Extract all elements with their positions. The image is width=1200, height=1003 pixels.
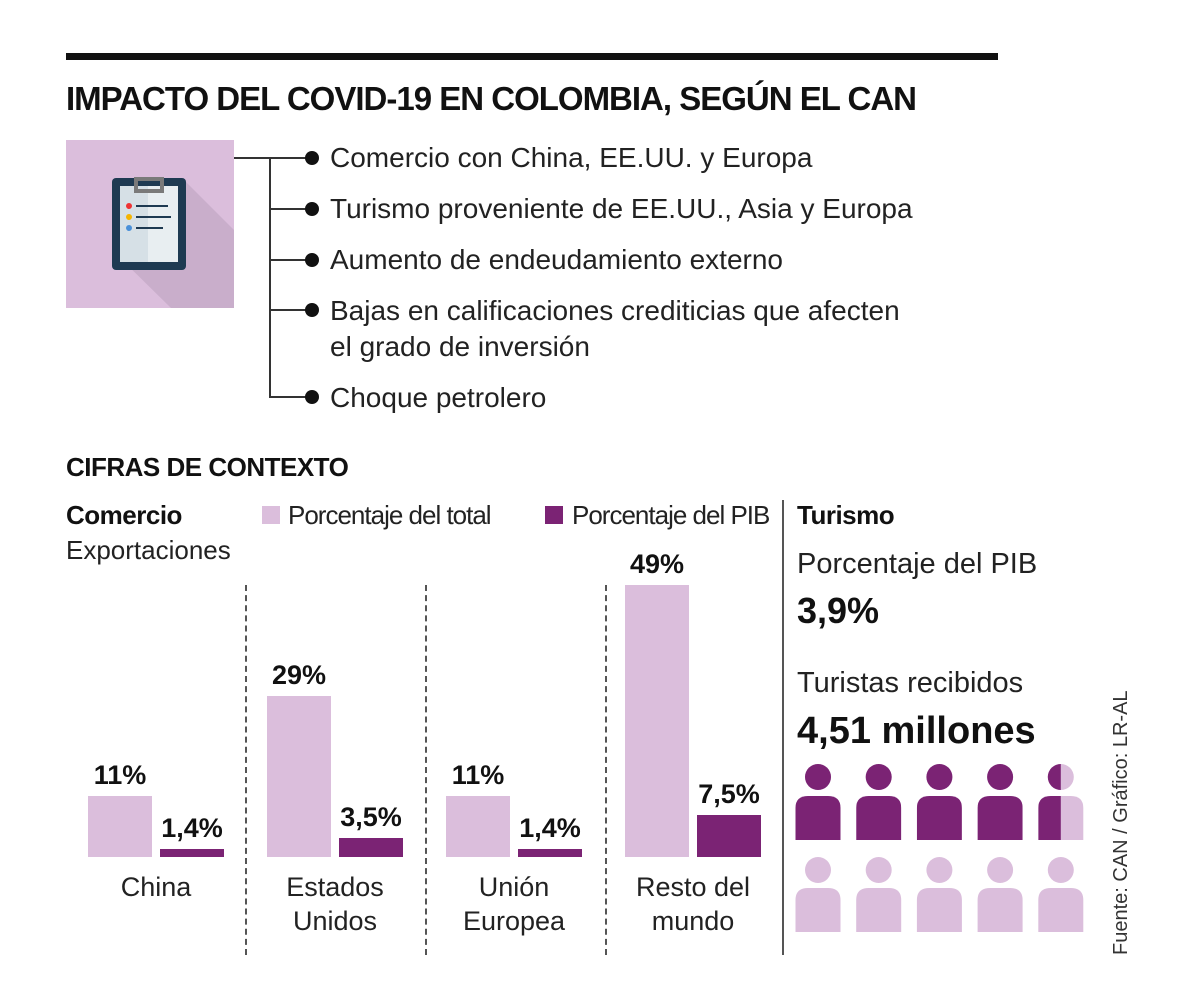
legend-label-pib: Porcentaje del PIB bbox=[572, 500, 770, 530]
person-icon bbox=[977, 764, 1023, 840]
category-label-line: mundo bbox=[651, 906, 735, 936]
connector-branch bbox=[270, 259, 312, 261]
impact-item: Bajas en calificaciones crediticias que … bbox=[330, 295, 900, 326]
top-rule bbox=[66, 53, 998, 60]
tourists-label: Turistas recibidos bbox=[797, 667, 1024, 699]
category-label: Unión Europea bbox=[429, 870, 599, 938]
divider bbox=[425, 585, 427, 955]
person-icon bbox=[977, 857, 1023, 932]
bar-total bbox=[88, 795, 152, 857]
divider bbox=[605, 585, 607, 955]
bar-pib bbox=[160, 849, 224, 857]
legend-swatch-pib bbox=[545, 506, 563, 524]
bar-pib bbox=[697, 815, 761, 857]
person-icon bbox=[856, 764, 902, 840]
data-label: 1,4% bbox=[161, 813, 223, 844]
legend-label-total: Porcentaje del total bbox=[288, 500, 492, 530]
bar-total bbox=[267, 696, 331, 857]
tourists-value: 4,51 millones bbox=[797, 710, 1036, 752]
person-icon bbox=[795, 764, 841, 840]
connector-line bbox=[234, 157, 270, 159]
impact-item: Choque petrolero bbox=[330, 382, 547, 413]
data-label: 7,5% bbox=[698, 779, 760, 810]
person-icon bbox=[856, 857, 902, 932]
clipboard-icon bbox=[66, 140, 234, 308]
connector-line bbox=[269, 157, 271, 398]
connector-branch bbox=[270, 396, 312, 398]
bullet-icon bbox=[305, 253, 319, 267]
divider bbox=[245, 585, 247, 955]
impact-item: Aumento de endeudamiento externo bbox=[330, 244, 783, 275]
bar-total bbox=[625, 585, 689, 857]
data-label: 1,4% bbox=[519, 813, 581, 844]
bar-total bbox=[446, 795, 510, 857]
data-label: 11% bbox=[451, 759, 505, 790]
person-icon bbox=[795, 857, 841, 932]
section-divider bbox=[782, 500, 784, 955]
category-label-line: Estados bbox=[286, 872, 384, 902]
connector-branch bbox=[270, 157, 312, 159]
connector-branch bbox=[270, 309, 312, 311]
person-icon bbox=[1038, 857, 1084, 932]
impact-item: el grado de inversión bbox=[330, 331, 590, 362]
data-label: 11% bbox=[93, 759, 147, 790]
category-label: China bbox=[71, 870, 241, 904]
turismo-title: Turismo bbox=[797, 500, 895, 530]
bar-pib bbox=[339, 837, 403, 857]
bullet-icon bbox=[305, 390, 319, 404]
category-label-line: Unidos bbox=[292, 906, 378, 936]
person-icon bbox=[916, 764, 962, 840]
data-label: 3,5% bbox=[340, 801, 402, 832]
bullet-icon bbox=[305, 151, 319, 165]
chart-title: Comercio bbox=[66, 500, 182, 530]
bar-pib bbox=[518, 849, 582, 857]
category-label-line: Europea bbox=[462, 906, 566, 936]
legend-swatch-total bbox=[262, 506, 280, 524]
connector-branch bbox=[270, 208, 312, 210]
bullet-icon bbox=[305, 303, 319, 317]
category-label-line: China bbox=[120, 872, 192, 902]
chart-subtitle: Exportaciones bbox=[66, 535, 231, 565]
section-title: CIFRAS DE CONTEXTO bbox=[66, 452, 349, 482]
person-icon bbox=[1038, 764, 1084, 840]
tourist-pictogram bbox=[795, 764, 1084, 932]
data-label: 29% bbox=[271, 660, 327, 691]
page-title: IMPACTO DEL COVID-19 EN COLOMBIA, SEGÚN … bbox=[66, 80, 917, 117]
bullet-icon bbox=[305, 202, 319, 216]
source-credit: Fuente: CAN / Gráfico: LR-AL bbox=[1110, 690, 1132, 955]
impact-item: Comercio con China, EE.UU. y Europa bbox=[330, 142, 813, 173]
impact-item: Turismo proveniente de EE.UU., Asia y Eu… bbox=[330, 193, 913, 224]
data-label: 49% bbox=[629, 549, 685, 580]
turismo-pib-value: 3,9% bbox=[797, 590, 880, 631]
category-label: Estados Unidos bbox=[250, 870, 420, 938]
person-icon bbox=[916, 857, 962, 932]
category-label: Resto del mundo bbox=[608, 870, 778, 938]
turismo-pib-label: Porcentaje del PIB bbox=[797, 548, 1038, 580]
category-label-line: Unión bbox=[478, 872, 550, 902]
category-label-line: Resto del bbox=[635, 872, 751, 902]
